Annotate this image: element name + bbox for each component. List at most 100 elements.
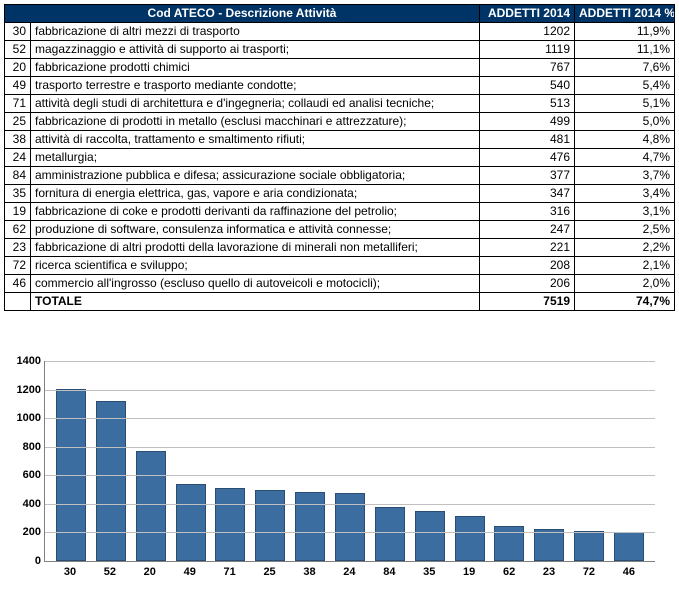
table-row: 30fabbricazione di altri mezzi di traspo…	[5, 23, 675, 41]
total-pct: 74,7%	[575, 293, 675, 311]
chart-bar	[215, 488, 245, 561]
y-axis-label: 1400	[7, 355, 41, 367]
cell-code: 38	[5, 131, 31, 149]
y-axis-label: 200	[7, 526, 41, 538]
cell-code: 30	[5, 23, 31, 41]
cell-val: 316	[480, 203, 575, 221]
x-axis-label: 35	[414, 566, 444, 578]
table-row: 35fornitura di energia elettrica, gas, v…	[5, 185, 675, 203]
x-axis-label: 49	[175, 566, 205, 578]
cell-val: 767	[480, 59, 575, 77]
cell-pct: 3,4%	[575, 185, 675, 203]
y-axis-label: 0	[7, 555, 41, 567]
cell-code: 35	[5, 185, 31, 203]
x-axis-label: 84	[374, 566, 404, 578]
cell-pct: 4,7%	[575, 149, 675, 167]
x-axis-label: 62	[494, 566, 524, 578]
x-axis-label: 19	[454, 566, 484, 578]
x-axis-label: 71	[215, 566, 245, 578]
cell-desc: ricerca scientifica e sviluppo;	[31, 257, 480, 275]
cell-pct: 5,0%	[575, 113, 675, 131]
table-row: 19fabbricazione di coke e prodotti deriv…	[5, 203, 675, 221]
cell-pct: 7,6%	[575, 59, 675, 77]
cell-desc: metallurgia;	[31, 149, 480, 167]
cell-val: 1119	[480, 41, 575, 59]
col-header-desc: Cod ATECO - Descrizione Attività	[5, 5, 480, 23]
chart-bar	[255, 490, 285, 561]
cell-pct: 3,7%	[575, 167, 675, 185]
chart-bar	[96, 401, 126, 561]
x-axis-label: 46	[614, 566, 644, 578]
table-row: 24metallurgia;4764,7%	[5, 149, 675, 167]
cell-desc: trasporto terrestre e trasporto mediante…	[31, 77, 480, 95]
cell-pct: 5,4%	[575, 77, 675, 95]
cell-val: 481	[480, 131, 575, 149]
chart-bar	[494, 526, 524, 561]
table-row: 71attività degli studi di architettura e…	[5, 95, 675, 113]
x-axis-label: 30	[55, 566, 85, 578]
table-row: 52magazzinaggio e attività di supporto a…	[5, 41, 675, 59]
cell-desc: fabbricazione di altri mezzi di trasport…	[31, 23, 480, 41]
x-axis-label: 38	[294, 566, 324, 578]
cell-desc: fabbricazione di altri prodotti della la…	[31, 239, 480, 257]
cell-code: 52	[5, 41, 31, 59]
cell-desc: magazzinaggio e attività di supporto ai …	[31, 41, 480, 59]
cell-val: 476	[480, 149, 575, 167]
table-row: 46commercio all'ingrosso (escluso quello…	[5, 275, 675, 293]
cell-val: 206	[480, 275, 575, 293]
y-axis-label: 1200	[7, 384, 41, 396]
chart-bar	[136, 451, 166, 561]
cell-val: 247	[480, 221, 575, 239]
y-axis-label: 1000	[7, 412, 41, 424]
cell-val: 540	[480, 77, 575, 95]
cell-code: 24	[5, 149, 31, 167]
chart-bar	[415, 511, 445, 561]
table-row: 23fabbricazione di altri prodotti della …	[5, 239, 675, 257]
table-row: 20fabbricazione prodotti chimici7677,6%	[5, 59, 675, 77]
table-total-row: TOTALE751974,7%	[5, 293, 675, 311]
cell-code: 62	[5, 221, 31, 239]
chart-bar	[614, 532, 644, 561]
cell-desc: commercio all'ingrosso (escluso quello d…	[31, 275, 480, 293]
cell-code: 72	[5, 257, 31, 275]
cell-pct: 2,2%	[575, 239, 675, 257]
cell-desc: produzione di software, consulenza infor…	[31, 221, 480, 239]
table-row: 49trasporto terrestre e trasporto median…	[5, 77, 675, 95]
col-header-val: ADDETTI 2014	[480, 5, 575, 23]
x-axis-label: 72	[574, 566, 604, 578]
cell-desc: amministrazione pubblica e difesa; assic…	[31, 167, 480, 185]
col-header-pct: ADDETTI 2014 %	[575, 5, 675, 23]
cell-pct: 2,5%	[575, 221, 675, 239]
ateco-table: Cod ATECO - Descrizione Attività ADDETTI…	[4, 4, 675, 311]
cell-desc: fabbricazione prodotti chimici	[31, 59, 480, 77]
cell-code: 49	[5, 77, 31, 95]
cell-desc: attività degli studi di architettura e d…	[31, 95, 480, 113]
cell-code: 23	[5, 239, 31, 257]
table-row: 84amministrazione pubblica e difesa; ass…	[5, 167, 675, 185]
x-axis-label: 25	[255, 566, 285, 578]
cell-val: 1202	[480, 23, 575, 41]
cell-val: 513	[480, 95, 575, 113]
chart-bar	[375, 507, 405, 561]
cell-code: 84	[5, 167, 31, 185]
cell-val: 208	[480, 257, 575, 275]
y-axis-label: 400	[7, 498, 41, 510]
y-axis-label: 800	[7, 441, 41, 453]
cell-pct: 5,1%	[575, 95, 675, 113]
y-axis-label: 600	[7, 469, 41, 481]
cell-pct: 2,1%	[575, 257, 675, 275]
total-label: TOTALE	[31, 293, 480, 311]
cell-code: 19	[5, 203, 31, 221]
cell-desc: attività di raccolta, trattamento e smal…	[31, 131, 480, 149]
chart-bar	[176, 484, 206, 561]
total-val: 7519	[480, 293, 575, 311]
cell-code: 25	[5, 113, 31, 131]
table-row: 62produzione di software, consulenza inf…	[5, 221, 675, 239]
chart-bar	[56, 389, 86, 561]
cell-val: 499	[480, 113, 575, 131]
cell-desc: fornitura di energia elettrica, gas, vap…	[31, 185, 480, 203]
cell-pct: 4,8%	[575, 131, 675, 149]
cell-code: 20	[5, 59, 31, 77]
cell-desc: fabbricazione di coke e prodotti derivan…	[31, 203, 480, 221]
cell-val: 377	[480, 167, 575, 185]
